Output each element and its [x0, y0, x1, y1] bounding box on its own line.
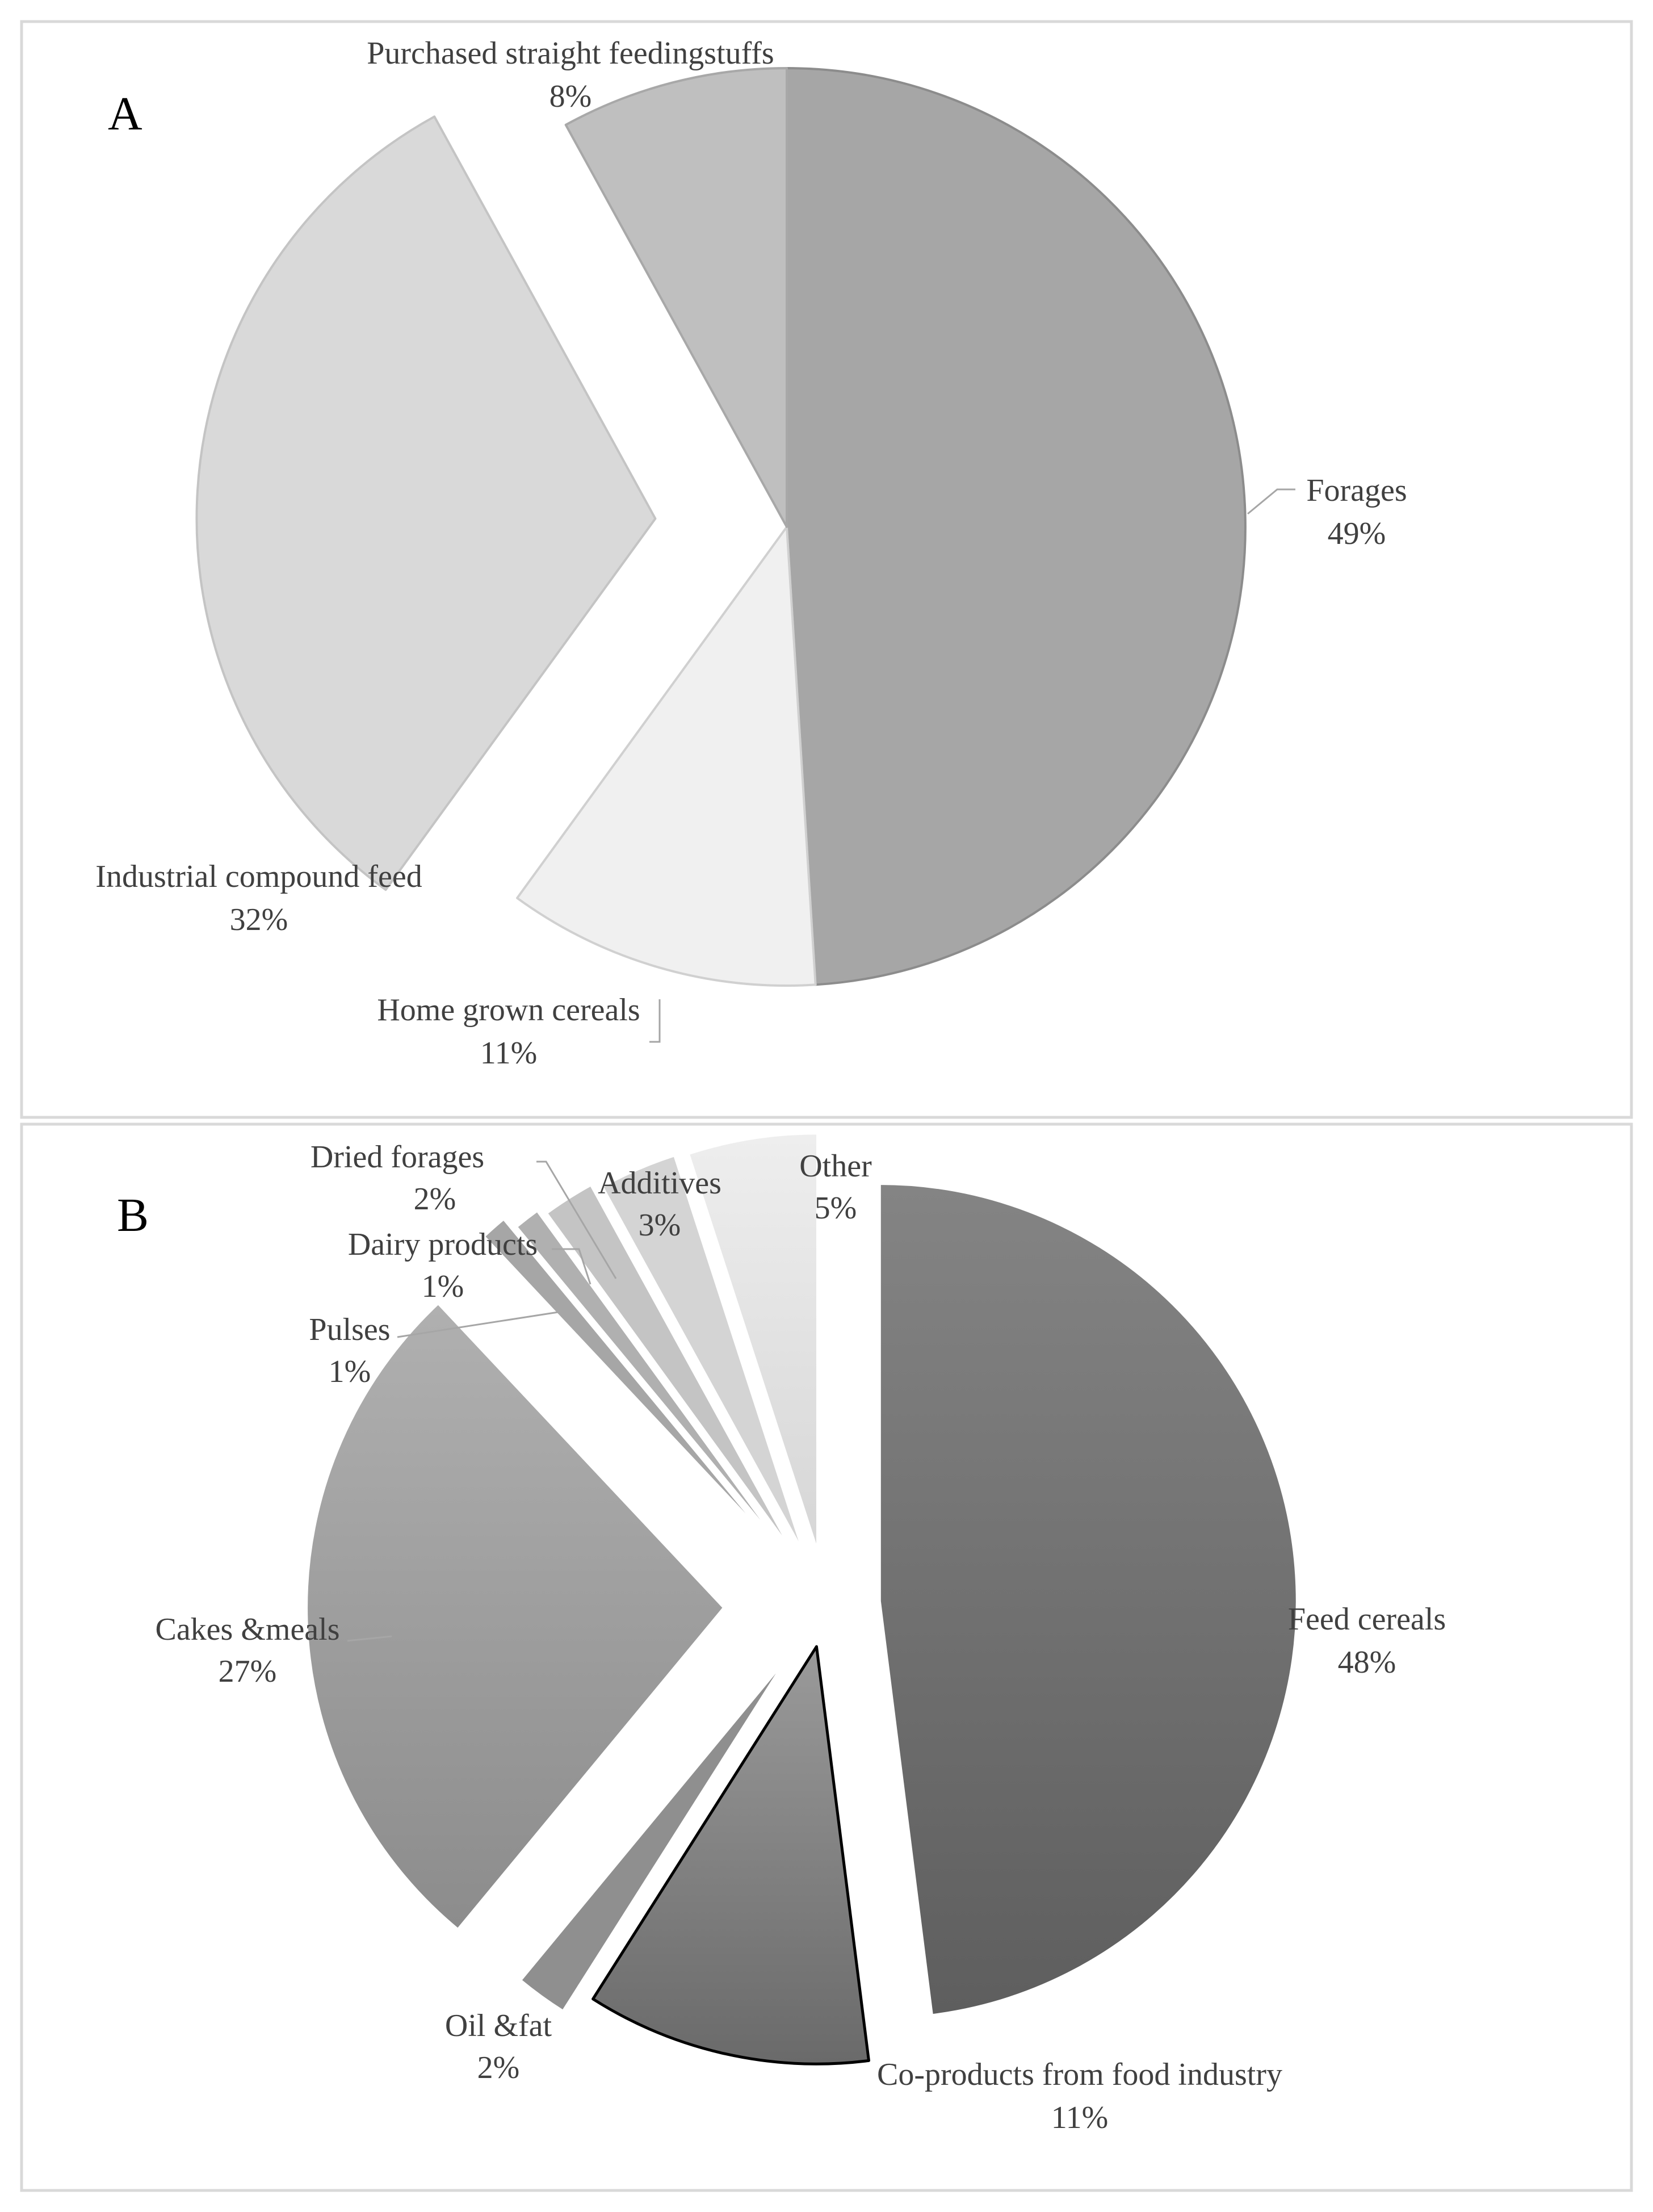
pie-slice-cakes-meals: [305, 1302, 725, 1930]
pie-a-slices: [195, 67, 1247, 987]
value-pulses: 1%: [329, 1354, 371, 1389]
panel-b-letter: B: [117, 1189, 149, 1242]
pie-slice-additives: [601, 1154, 805, 1554]
value-forages: 49%: [1328, 516, 1386, 551]
value-purchased-straight-feedingstuffs: 8%: [549, 79, 592, 114]
label-additives: Additives: [598, 1166, 721, 1201]
pie-slice-dairy-products: [515, 1209, 784, 1550]
label-dairy-products: Dairy products: [348, 1227, 538, 1262]
label-industrial-compound-feed: Industrial compound feed: [95, 859, 422, 894]
label-purchased-straight-feedingstuffs: Purchased straight feedingstuffs: [367, 36, 774, 71]
label-home-grown-cereals: Home grown cereals: [377, 992, 640, 1028]
leader-dairy-products: [552, 1248, 591, 1285]
label-other: Other: [799, 1149, 872, 1184]
pie-slice-forages: [786, 67, 1247, 986]
pie-slice-industrial-compound-feed: [195, 115, 657, 891]
pie-slice-home-grown-cereals: [516, 526, 817, 987]
pie-slice-oil-fat: [519, 1657, 788, 2012]
pie-slice-feed-cereals: [878, 1183, 1298, 2017]
label-feed-cereals: Feed cereals: [1288, 1602, 1446, 1637]
leader-cakes-meals: [347, 1635, 392, 1642]
leader-home-grown-cereals: [649, 999, 661, 1043]
value-home-grown-cereals: 11%: [480, 1036, 538, 1071]
value-dried-forages: 2%: [414, 1182, 456, 1217]
panel-a-letter: A: [108, 87, 142, 140]
pie-slice-purchased-straight-feedingstuffs: [564, 67, 788, 528]
label-dried-forages: Dried forages: [311, 1139, 484, 1175]
pie-b-slices: [305, 1132, 1298, 2066]
value-additives: 3%: [639, 1208, 681, 1243]
leader-pulses: [397, 1310, 563, 1338]
value-oil-fat: 2%: [477, 2050, 520, 2085]
label-forages: Forages: [1306, 473, 1407, 508]
value-industrial-compound-feed: 32%: [230, 902, 288, 937]
value-dairy-products: 1%: [422, 1269, 464, 1304]
label-oil-fat: Oil &fat: [445, 2008, 552, 2043]
value-feed-cereals: 48%: [1338, 1645, 1396, 1680]
pie-slice-other: [687, 1132, 819, 1552]
label-cakes-meals: Cakes &meals: [155, 1612, 339, 1647]
leader-forages: [1247, 488, 1295, 515]
leader-dried-forages: [536, 1161, 617, 1279]
pie-slice-pulses: [483, 1218, 771, 1542]
pie-a-leader-lines: [649, 488, 1295, 1043]
value-co-products-from-food-industry: 11%: [1051, 2100, 1109, 2135]
pie-b-leader-lines: [347, 1161, 617, 1642]
value-other: 5%: [815, 1191, 857, 1226]
pie-slice-co-products-from-food-industry: [591, 1645, 870, 2066]
label-co-products-from-food-industry: Co-products from food industry: [877, 2057, 1282, 2092]
value-cakes-meals: 27%: [219, 1654, 277, 1689]
label-pulses: Pulses: [309, 1312, 390, 1347]
